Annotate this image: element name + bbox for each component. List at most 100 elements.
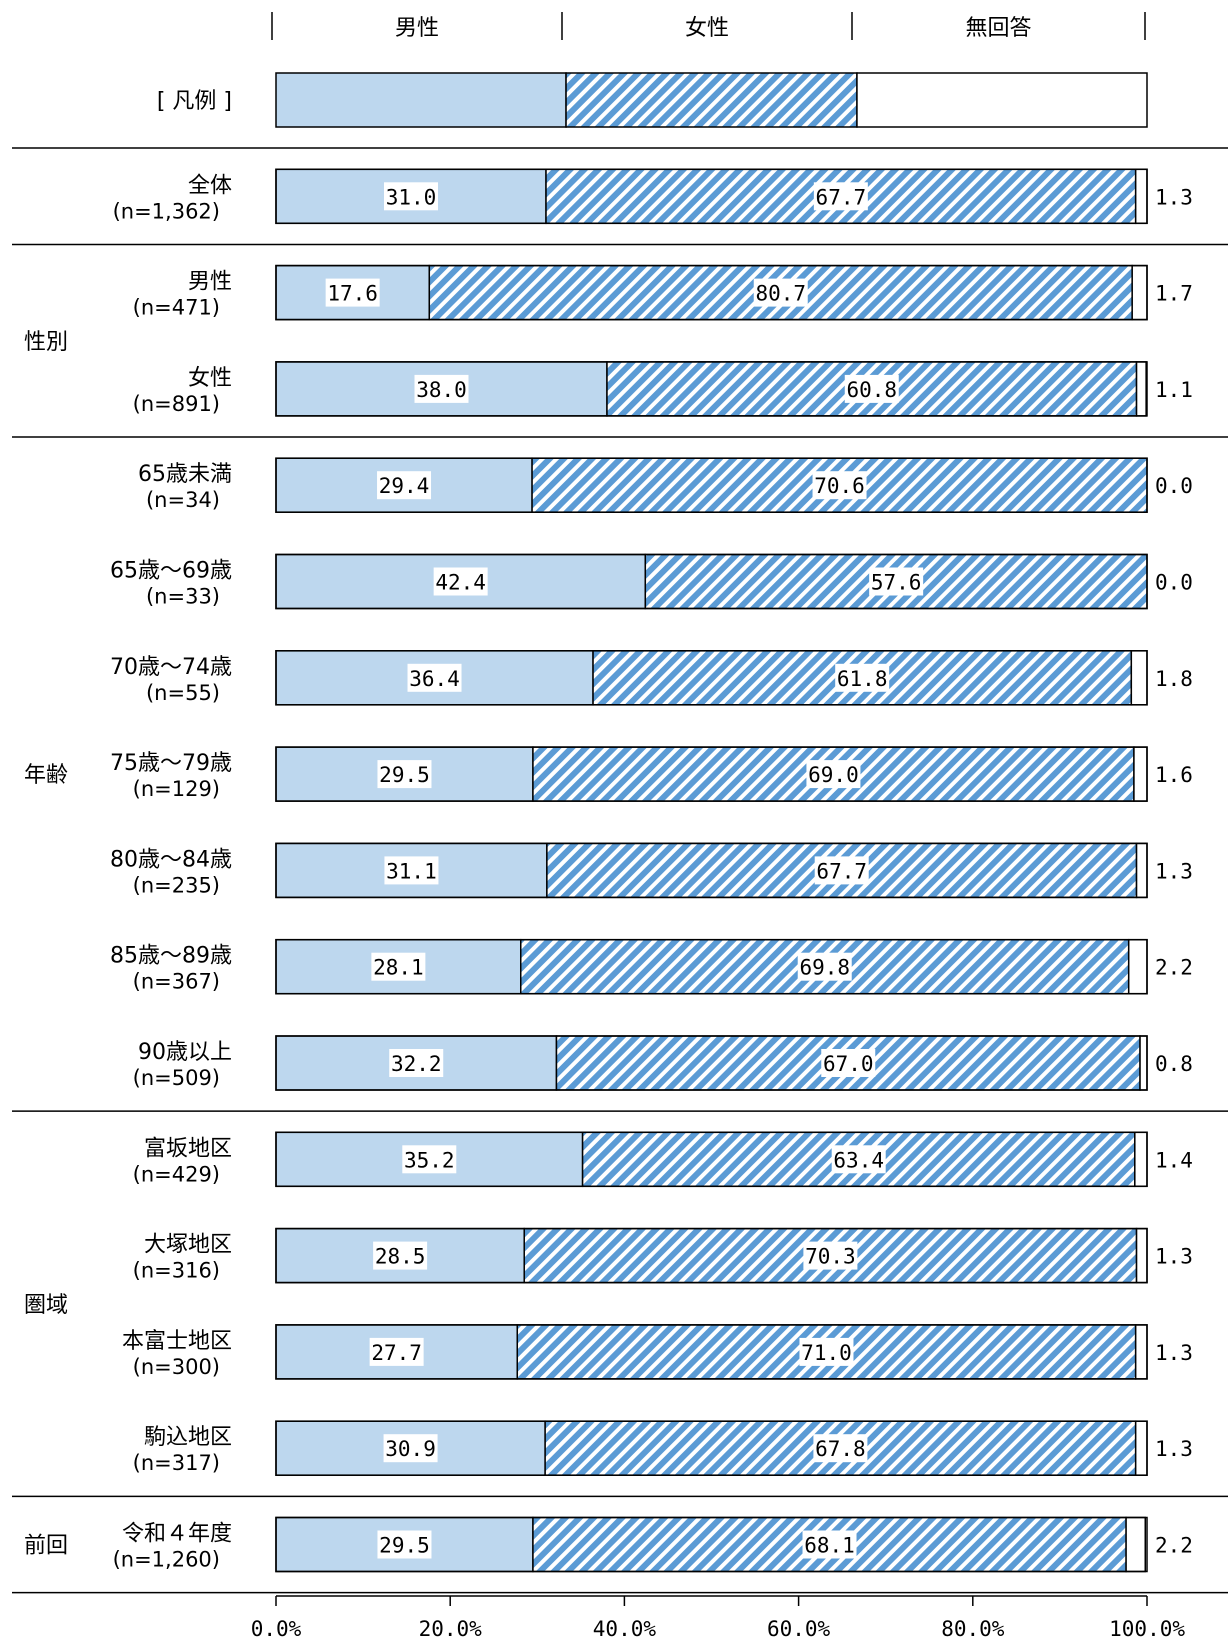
group-label: 性別 <box>24 330 68 355</box>
no-answer-label: 1.8 <box>1155 667 1193 691</box>
bar-segment <box>1135 842 1148 899</box>
row-n-label: (n=235) <box>133 873 220 897</box>
bar-frame <box>275 650 1148 706</box>
row-label: 本富士地区 <box>122 1329 232 1354</box>
bar-row: 大塚地区(n=316) 28.5 70.3 1.3 <box>133 1227 1193 1284</box>
data-label-bg <box>821 1049 876 1077</box>
bar-segment <box>1130 650 1148 706</box>
data-label-bg <box>835 663 890 692</box>
group-label: 圏域 <box>24 1293 68 1318</box>
bar-segment <box>1135 1227 1148 1284</box>
data-label: 67.7 <box>816 185 867 209</box>
bar-segment <box>1125 1516 1147 1573</box>
data-label: 29.5 <box>379 1534 430 1558</box>
bar-frame <box>275 842 1148 899</box>
x-tick-label: 100.0% <box>1109 1617 1185 1639</box>
no-answer-label: 1.3 <box>1155 1245 1193 1269</box>
bar-segment <box>1134 1131 1148 1188</box>
row-label: 令和４年度 <box>122 1522 232 1547</box>
data-label-bg <box>384 856 439 885</box>
x-tick-label: 60.0% <box>767 1617 831 1639</box>
data-label: 28.1 <box>373 956 424 980</box>
bar-row: 65歳～69歳(n=33) 42.4 57.6 0.0 <box>110 553 1193 610</box>
row-label: 85歳～89歳 <box>110 944 232 969</box>
bar-segment <box>1135 361 1147 417</box>
x-tick-label: 0.0% <box>251 1617 302 1639</box>
no-answer-label: 1.3 <box>1155 859 1193 883</box>
data-label: 63.4 <box>833 1148 884 1172</box>
bar-segment <box>1134 1324 1148 1380</box>
row-label: 富坂地区 <box>144 1136 232 1161</box>
bar-row: 80歳～84歳(n=235) 31.1 67.7 1.3 <box>110 842 1193 899</box>
no-answer-label: 1.1 <box>1155 378 1193 402</box>
group-label: 年齢 <box>24 763 68 788</box>
data-label-bg <box>377 1530 432 1559</box>
row-label: 女性 <box>188 366 232 391</box>
row-label: 75歳～79歳 <box>110 751 232 776</box>
bar-segment <box>1134 168 1148 225</box>
no-answer-label: 0.0 <box>1155 571 1193 595</box>
data-label-bg <box>433 567 488 596</box>
data-label-bg <box>753 278 808 307</box>
no-answer-label: 1.7 <box>1155 282 1193 306</box>
legend-swatch <box>565 72 858 128</box>
data-label: 70.3 <box>805 1245 856 1269</box>
bar-row: 75歳～79歳(n=129) 29.5 69.0 1.6 <box>110 746 1193 802</box>
row-label: 65歳未満 <box>138 462 232 487</box>
bar-frame <box>275 1131 1148 1188</box>
data-label-bg <box>383 1434 438 1463</box>
bar-row: 本富士地区(n=300) 27.7 71.0 1.3 <box>122 1324 1193 1380</box>
data-label-bg <box>812 471 867 500</box>
bar-row: 富坂地区(n=429) 35.2 63.4 1.4 <box>133 1131 1193 1188</box>
data-label: 29.5 <box>379 763 430 787</box>
data-label-bg <box>869 567 924 596</box>
legend-swatch <box>275 72 567 128</box>
row-label: 90歳以上 <box>138 1040 232 1065</box>
data-label-bg <box>384 182 439 211</box>
row-label: 65歳～69歳 <box>110 559 232 584</box>
data-label: 67.7 <box>816 859 867 883</box>
data-label-bg <box>802 1530 857 1559</box>
bar-row: 全体(n=1,362) 31.0 67.7 1.3 <box>113 168 1193 225</box>
no-answer-label: 1.3 <box>1155 185 1193 209</box>
data-label-bg <box>407 663 462 692</box>
data-label-bg <box>389 1049 444 1077</box>
bar-segment <box>1139 1035 1148 1091</box>
data-label: 61.8 <box>837 667 888 691</box>
data-label: 36.4 <box>409 667 460 691</box>
data-label: 69.0 <box>808 763 859 787</box>
bar-row: 70歳～74歳(n=55) 36.4 61.8 1.8 <box>110 650 1193 706</box>
bar-frame <box>275 168 1148 225</box>
row-n-label: (n=34) <box>146 488 220 512</box>
row-n-label: (n=316) <box>133 1259 220 1283</box>
data-label: 69.8 <box>799 956 850 980</box>
bar-frame <box>275 938 1148 995</box>
data-label-bg <box>813 1434 868 1463</box>
row-label: 大塚地区 <box>144 1233 232 1258</box>
series-header-label: 女性 <box>685 16 729 41</box>
row-n-label: (n=33) <box>146 585 220 609</box>
bar-segment <box>1134 1420 1148 1476</box>
bar-row: 65歳未満(n=34) 29.4 70.6 0.0 <box>138 457 1193 513</box>
no-answer-label: 0.8 <box>1155 1052 1193 1076</box>
row-label: 駒込地区 <box>144 1425 232 1450</box>
data-label-bg <box>799 1337 854 1366</box>
legend-swatch <box>856 72 1148 128</box>
bar-row: 85歳～89歳(n=367) 28.1 69.8 2.2 <box>110 938 1193 995</box>
legend-label: [ 凡例 ] <box>157 89 232 114</box>
data-label: 70.6 <box>814 474 865 498</box>
no-answer-label: 1.3 <box>1155 1437 1193 1461</box>
data-label-bg <box>806 760 861 789</box>
x-tick-label: 20.0% <box>419 1617 483 1639</box>
data-label: 68.1 <box>804 1534 855 1558</box>
bar-row: 令和４年度(n=1,260) 29.5 68.1 2.2 <box>113 1516 1193 1573</box>
row-n-label: (n=1,260) <box>113 1548 220 1572</box>
data-label-bg <box>797 952 852 981</box>
data-label: 35.2 <box>404 1148 455 1172</box>
data-label-bg <box>402 1145 457 1174</box>
row-n-label: (n=300) <box>133 1355 220 1379</box>
bar-frame <box>275 1516 1148 1573</box>
data-label-bg <box>371 952 426 981</box>
row-n-label: (n=429) <box>133 1162 220 1186</box>
